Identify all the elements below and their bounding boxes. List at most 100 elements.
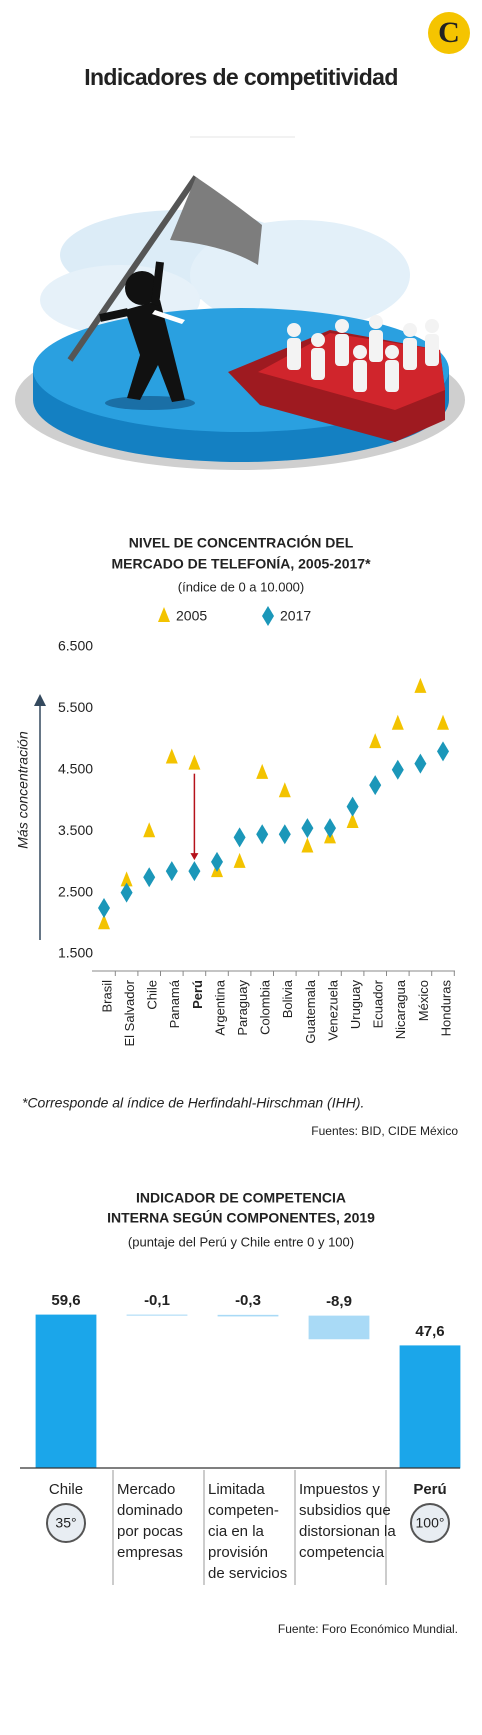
y-tick-label: 2.500	[58, 883, 93, 899]
marker	[437, 714, 449, 730]
y-tick-label: 4.500	[58, 761, 93, 777]
x-tick-label: México	[416, 980, 431, 1021]
category-label: Perú	[413, 1481, 446, 1498]
marker	[346, 812, 359, 828]
figure-tie	[152, 310, 185, 324]
source: Fuente: Foro Económico Mundial.	[278, 1622, 458, 1636]
y-tick-label: 1.500	[58, 945, 93, 961]
marker	[98, 897, 110, 918]
marker	[437, 741, 449, 762]
marker	[143, 822, 156, 838]
x-tick-label: Bolivia	[280, 979, 295, 1018]
bar	[35, 1314, 97, 1469]
page-title: Indicadores de competitividad	[84, 64, 398, 90]
marker	[278, 824, 291, 845]
x-tick-label: Paraguay	[235, 980, 250, 1036]
x-tick-label: El Salvador	[122, 979, 137, 1046]
rank-label: 35°	[55, 1515, 76, 1531]
footnote: *Corresponde al índice de Herfindahl-Hir…	[22, 1095, 364, 1111]
y-tick-label: 6.500	[58, 638, 93, 654]
category-label: Mercado	[117, 1481, 175, 1498]
x-tick-label: Uruguay	[348, 980, 363, 1030]
marker	[369, 775, 382, 796]
y-tick-label: 5.500	[58, 699, 93, 715]
marker	[98, 914, 110, 930]
value-label: 59,6	[51, 1292, 80, 1309]
marker	[143, 867, 156, 888]
rank-badge	[410, 1503, 450, 1543]
flag-pole	[67, 175, 199, 362]
bar	[399, 1345, 461, 1469]
category-label: Chile	[49, 1481, 83, 1498]
marker	[188, 861, 201, 882]
chart-title: MERCADO DE TELEFONÍA, 2005-2017*	[111, 556, 371, 572]
rank-badge	[46, 1503, 86, 1543]
category-label: distorsionan la	[299, 1523, 396, 1540]
category-label: provisión	[208, 1544, 268, 1561]
chart-subtitle: (índice de 0 a 10.000)	[178, 579, 304, 594]
y-axis-label: Más concentración	[15, 731, 31, 849]
marker	[324, 818, 336, 839]
flag	[170, 177, 262, 265]
category-label: Impuestos y	[299, 1481, 380, 1498]
chart-subtitle: (puntaje del Perú y Chile entre 0 y 100)	[128, 1234, 354, 1249]
chart-title: INTERNA SEGÚN COMPONENTES, 2019	[107, 1209, 375, 1226]
x-tick-label: Brasil	[99, 980, 114, 1013]
marker	[301, 837, 314, 853]
category-label: competen-	[208, 1502, 279, 1519]
category-label: subsidios que	[299, 1502, 391, 1519]
marker	[165, 748, 178, 764]
arrowhead	[190, 853, 199, 861]
category-label: de servicios	[208, 1565, 287, 1582]
value-label: -0,1	[144, 1292, 170, 1309]
marker	[301, 818, 314, 839]
value-label: -8,9	[326, 1293, 352, 1310]
category-label: Limitada	[208, 1481, 265, 1498]
x-tick-label: Panamá	[167, 979, 182, 1028]
marker	[120, 871, 133, 887]
arrowhead	[34, 694, 46, 706]
x-tick-label: Guatemala	[303, 979, 318, 1043]
logo-badge	[428, 12, 470, 54]
marker	[256, 763, 269, 779]
marker	[188, 754, 201, 770]
logo: C	[438, 16, 460, 49]
x-tick-label: Honduras	[438, 980, 453, 1037]
figure-arm	[99, 308, 129, 322]
people	[287, 315, 439, 392]
marker	[391, 714, 404, 730]
category-label: empresas	[117, 1544, 183, 1561]
marker	[233, 852, 246, 868]
bar	[308, 1315, 370, 1340]
marker	[391, 759, 404, 780]
marker	[211, 851, 223, 872]
marker	[120, 882, 133, 903]
marker	[256, 824, 269, 845]
figure-head	[125, 271, 159, 305]
source: Fuentes: BID, CIDE México	[311, 1124, 458, 1138]
legend-marker	[158, 607, 170, 622]
marker	[233, 827, 246, 848]
legend-label: 2017	[280, 608, 311, 624]
marker	[414, 753, 427, 774]
figure-body	[125, 300, 185, 402]
x-tick-label: Ecuador	[371, 979, 386, 1028]
marker	[278, 782, 291, 798]
category-label: dominado	[117, 1502, 183, 1519]
value-label: -0,3	[235, 1292, 261, 1309]
chart-title: NIVEL DE CONCENTRACIÓN DEL	[129, 534, 354, 551]
figure-arm	[151, 261, 164, 306]
y-tick-label: 3.500	[58, 822, 93, 838]
category-label: cia en la	[208, 1523, 265, 1540]
bar	[217, 1314, 279, 1317]
x-tick-label: Venezuela	[325, 979, 340, 1040]
category-label: por pocas	[117, 1523, 183, 1540]
marker	[165, 861, 178, 882]
x-tick-label: Nicaragua	[393, 979, 408, 1039]
value-label: 47,6	[415, 1323, 444, 1340]
x-tick-label: Colombia	[258, 979, 273, 1035]
marker	[346, 796, 359, 817]
marker	[414, 677, 427, 693]
rank-label: 100°	[416, 1515, 445, 1531]
